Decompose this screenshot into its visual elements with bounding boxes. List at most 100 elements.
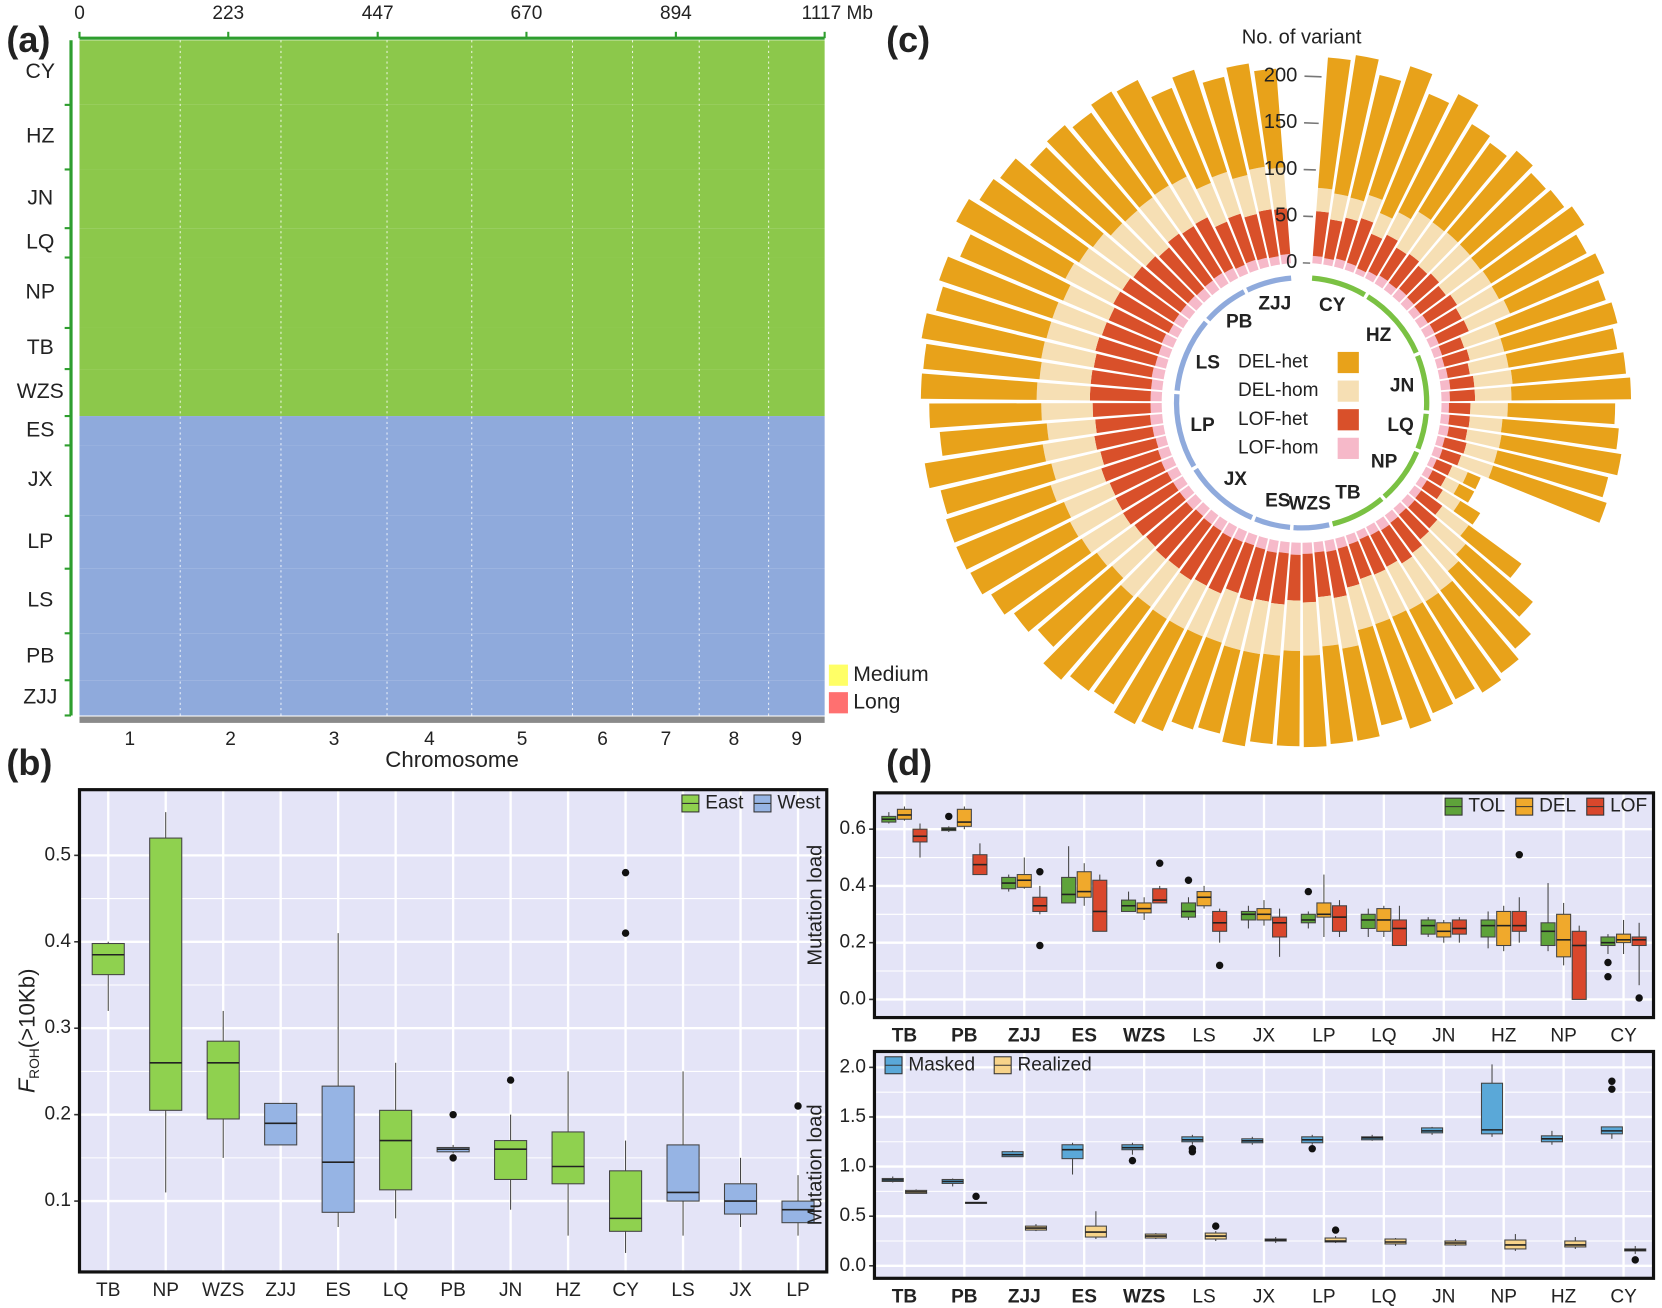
bar-segment xyxy=(1158,446,1172,460)
population-block xyxy=(79,104,825,170)
bar-segment xyxy=(1384,509,1399,523)
bar-segment xyxy=(1415,490,1443,515)
bar-segment xyxy=(979,178,1089,263)
bar-segment xyxy=(1108,307,1167,343)
bar-segment xyxy=(936,286,1052,339)
bar-segment xyxy=(1421,466,1433,479)
bar-segment xyxy=(920,373,1038,400)
bar-segment xyxy=(1418,232,1458,274)
bar-segment xyxy=(1268,167,1287,210)
bar-segment xyxy=(1430,346,1443,359)
bar-segment xyxy=(1042,436,1098,462)
bar-segment xyxy=(1115,471,1173,511)
bar-segment xyxy=(1198,645,1241,734)
bar-segment xyxy=(1375,618,1432,729)
box xyxy=(1360,913,1376,930)
box xyxy=(781,1200,815,1224)
chromosome-label: 5 xyxy=(517,729,528,750)
outlier xyxy=(1128,1156,1137,1165)
bar-segment xyxy=(1324,219,1343,260)
population-label: LS xyxy=(1196,352,1220,373)
box xyxy=(1212,910,1228,932)
panel-label: (d) xyxy=(886,742,932,783)
bar-segment xyxy=(1337,545,1360,588)
bar-segment xyxy=(1409,602,1475,700)
radial-tick-label: 100 xyxy=(1264,158,1298,180)
bar-segment xyxy=(1195,502,1210,517)
box xyxy=(321,1085,355,1213)
bar-segment xyxy=(1448,414,1470,428)
bar-segment xyxy=(1041,341,1097,368)
y-axis-title: Mutation load xyxy=(804,845,826,966)
bar-segment xyxy=(1368,234,1398,277)
bar-segment xyxy=(1100,438,1159,465)
bar-segment xyxy=(1345,532,1359,545)
radial-axis-title: No. of variant xyxy=(1242,26,1362,48)
x-tick-label: WZS xyxy=(202,1280,244,1301)
plot-frame xyxy=(872,1049,1656,1280)
bar-segment xyxy=(1364,271,1377,283)
bar-segment xyxy=(1500,302,1618,352)
box xyxy=(206,1040,240,1120)
population-block xyxy=(79,228,825,258)
bar-segment xyxy=(1335,217,1358,262)
box xyxy=(956,808,972,827)
bar-segment xyxy=(1037,565,1124,647)
population-label: ES xyxy=(26,418,54,441)
population-arc xyxy=(1415,413,1429,450)
y-tick-label: 0.0 xyxy=(839,1255,866,1276)
bar-segment xyxy=(1250,653,1281,745)
bar-segment xyxy=(1473,369,1513,388)
bar-segment xyxy=(1431,446,1443,459)
x-tick-label: TB xyxy=(892,1026,917,1047)
bar-segment xyxy=(1161,333,1177,348)
box xyxy=(379,1109,413,1191)
population-label: TB xyxy=(1335,482,1360,503)
bar-segment xyxy=(1101,322,1162,355)
legend-label: DEL xyxy=(1539,796,1576,817)
population-label: ZJJ xyxy=(1258,294,1291,315)
bar-segment xyxy=(1437,368,1448,380)
bar-segment xyxy=(1344,262,1357,273)
outlier xyxy=(1215,961,1224,970)
bar-segment xyxy=(1182,226,1223,279)
box xyxy=(149,837,183,1111)
bar-segment xyxy=(1441,403,1449,413)
bar-segment xyxy=(1208,537,1243,594)
bar-segment xyxy=(1155,356,1169,369)
bar-segment xyxy=(1379,247,1407,281)
bar-segment xyxy=(1334,55,1379,197)
bar-segment xyxy=(956,502,1072,570)
bar-segment xyxy=(1375,516,1390,531)
x-tick-label: JX xyxy=(1253,1026,1276,1047)
bar-segment xyxy=(1232,174,1257,218)
x-tick-label: ZJJ xyxy=(265,1280,296,1301)
bar-segment xyxy=(1125,210,1170,257)
bar-segment xyxy=(1151,87,1211,190)
bar-segment xyxy=(1420,531,1459,572)
bar-segment xyxy=(1145,256,1195,304)
population-label: ES xyxy=(1265,491,1290,512)
legend-swatch xyxy=(828,664,848,686)
bar-segment xyxy=(1505,328,1618,368)
bar-segment xyxy=(1356,527,1369,540)
legend-swatch xyxy=(1337,351,1359,374)
bar-segment xyxy=(1381,524,1413,564)
bar-segment xyxy=(1290,542,1301,555)
bar-segment xyxy=(1161,456,1177,471)
bar-segment xyxy=(1226,63,1265,170)
bar-segment xyxy=(939,423,1049,456)
radial-tick-label: 200 xyxy=(1264,64,1298,86)
y-tick-label: 0.2 xyxy=(839,932,866,953)
x-tick-label: LQ xyxy=(1371,1026,1396,1047)
bar-segment xyxy=(1421,480,1443,500)
x-tick-label: WZS xyxy=(1123,1026,1165,1047)
bar-segment xyxy=(1388,254,1420,289)
population-arc xyxy=(1193,467,1254,521)
box xyxy=(1331,905,1348,932)
population-label: PB xyxy=(26,644,54,667)
population-label: LS xyxy=(27,589,53,612)
population-block xyxy=(79,633,825,681)
bar-segment xyxy=(1152,572,1192,619)
bar-segment xyxy=(1392,610,1454,714)
